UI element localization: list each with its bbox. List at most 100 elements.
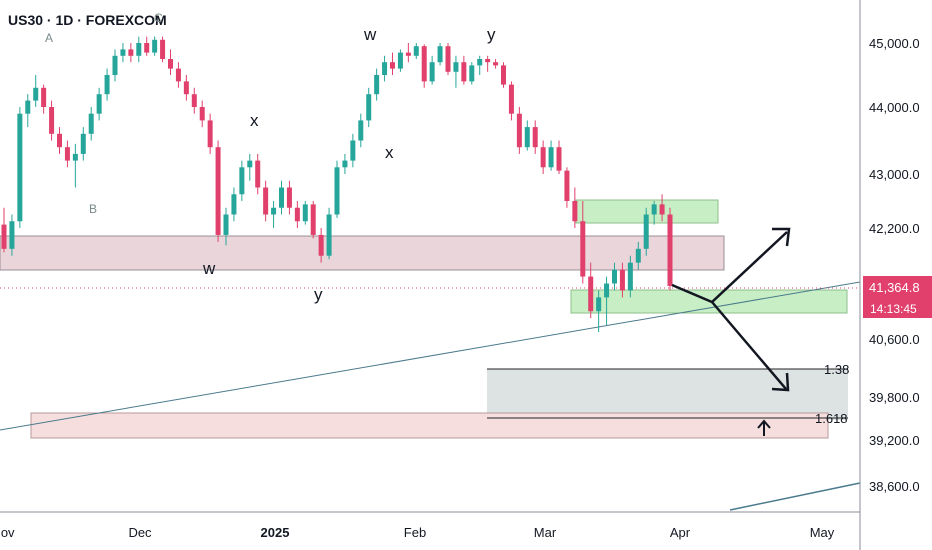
candle-body xyxy=(191,94,197,107)
candle-body xyxy=(588,276,594,312)
zone-pink-target xyxy=(30,412,829,439)
zone-pink-main xyxy=(0,235,725,271)
current-price-label: 41,364.8 xyxy=(869,280,920,295)
candle-body xyxy=(635,248,641,263)
trend-line-lower xyxy=(729,482,861,511)
candle-body xyxy=(33,87,39,101)
wave-label-w2: w xyxy=(363,25,377,44)
candle-body xyxy=(96,94,102,114)
candle-body xyxy=(556,147,562,171)
price-axis-bg[interactable] xyxy=(861,0,932,512)
candle-body xyxy=(120,49,126,56)
price-tick-label: 44,000.0 xyxy=(869,100,920,115)
candle-body xyxy=(215,147,221,235)
chart-title: US30 · 1D · FOREXCOM xyxy=(8,12,167,28)
candle-body xyxy=(239,167,245,195)
wave-label-w1: w xyxy=(202,259,216,278)
candle-body xyxy=(128,49,134,56)
time-tick-label: Dec xyxy=(128,525,152,540)
price-tick-label: 43,000.0 xyxy=(869,167,920,182)
candle-body xyxy=(596,297,602,312)
candle-body xyxy=(382,62,388,75)
price-tick-label: 40,600.0 xyxy=(869,332,920,347)
time-tick-label: Feb xyxy=(404,525,426,540)
candle-body xyxy=(168,59,173,69)
candle-body xyxy=(485,59,491,63)
candle-body xyxy=(461,62,467,82)
time-tick-label: 2025 xyxy=(261,525,290,540)
time-tick-label: Mar xyxy=(534,525,557,540)
candle-body xyxy=(627,262,633,291)
candle-body xyxy=(160,39,166,59)
time-tick-label: Nov xyxy=(0,525,15,540)
projection-path-down xyxy=(711,301,787,390)
candle-body xyxy=(508,84,514,114)
candle-body xyxy=(374,75,380,95)
candle-body xyxy=(310,204,316,235)
candle-body xyxy=(643,214,649,249)
candle-body xyxy=(263,187,269,215)
candle-body xyxy=(548,147,554,168)
time-tick-label: Apr xyxy=(670,525,691,540)
candle-body xyxy=(223,214,229,235)
candle-body xyxy=(667,214,673,286)
candle-body xyxy=(57,133,62,148)
candle-body xyxy=(302,204,308,222)
price-tick-label: 45,000.0 xyxy=(869,36,920,51)
candle-body xyxy=(445,46,451,72)
candle-body xyxy=(604,283,610,298)
candle-body xyxy=(286,187,292,208)
candle-body xyxy=(279,187,284,208)
candle-body xyxy=(183,81,189,95)
candle-body xyxy=(207,120,213,148)
candle-body xyxy=(350,140,356,161)
current-price-tag xyxy=(863,276,932,299)
candle-body xyxy=(152,39,158,53)
arrowhead-up xyxy=(772,227,791,247)
candle-body xyxy=(17,113,23,222)
wave-label-a: A xyxy=(45,31,53,45)
wave-label-b: B xyxy=(89,202,97,216)
wave-label-c: C xyxy=(154,11,163,25)
candle-body xyxy=(41,87,47,107)
candle-body xyxy=(271,207,277,215)
candle-body xyxy=(136,43,142,56)
price-tick-label: 38,600.0 xyxy=(869,479,920,494)
candle-body xyxy=(25,100,31,114)
candle-body xyxy=(564,170,570,201)
candle-body xyxy=(437,46,443,63)
candle-body xyxy=(580,221,586,277)
wave-label-y1: y xyxy=(314,285,323,304)
candle-body xyxy=(405,52,411,56)
candle-body xyxy=(80,133,86,154)
time-axis-ticks: Nov Dec 2025 Feb Mar Apr May xyxy=(0,525,835,540)
zone-gray-target xyxy=(487,369,848,420)
candle-body xyxy=(397,52,403,69)
candles-group xyxy=(1,36,673,333)
candle-body xyxy=(612,269,617,284)
candle-body xyxy=(390,62,395,69)
candle-body xyxy=(334,167,340,215)
candle-body xyxy=(1,224,7,249)
candle-body xyxy=(493,62,499,66)
candle-body xyxy=(199,107,205,121)
small-up-arrow-head xyxy=(757,419,771,429)
candle-body xyxy=(358,120,364,141)
candle-body xyxy=(49,107,55,134)
countdown-label: 14:13:45 xyxy=(870,302,917,316)
candle-body xyxy=(112,55,118,75)
candle-body xyxy=(318,234,324,256)
candle-body xyxy=(104,75,110,95)
fib-label-1-618: 1.618 xyxy=(815,411,848,426)
price-axis-ticks: 45,000.0 44,000.0 43,000.0 42,200.0 40,600.0… xyxy=(869,36,920,494)
candle-body xyxy=(469,65,475,82)
price-tick-label: 39,800.0 xyxy=(869,390,920,405)
candle-body xyxy=(175,68,181,82)
arrowhead-down xyxy=(771,372,790,392)
candle-body xyxy=(9,221,15,249)
wave-label-x1: x xyxy=(250,111,259,130)
candle-body xyxy=(516,113,522,148)
candle-body xyxy=(294,207,300,222)
candle-body xyxy=(72,153,78,161)
